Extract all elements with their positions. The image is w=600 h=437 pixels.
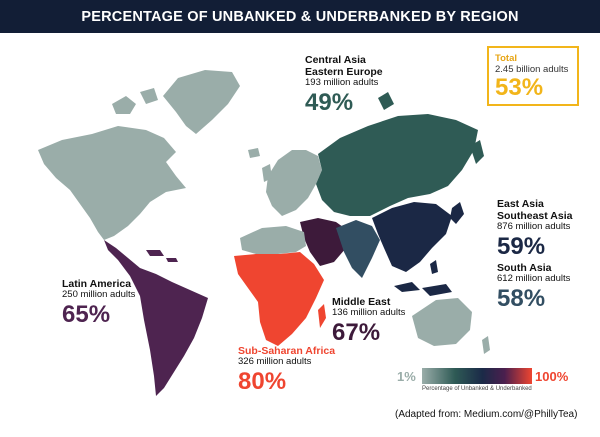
south-asia-label: South Asia 612 million adults 58% (497, 262, 570, 312)
sub-saharan-africa-percent: 80% (238, 367, 287, 395)
source-credit: (Adapted from: Medium.com/@PhillyTea) (395, 409, 578, 420)
madagascar-region (318, 304, 326, 328)
south-asia-adults: 612 million adults (497, 273, 571, 285)
east-asia-adults: 876 million adults (497, 221, 571, 233)
greenland-region (163, 70, 240, 134)
latin-america-adults: 250 million adults (62, 289, 136, 301)
north-africa-region (240, 226, 306, 254)
east-asia-label: East Asia Southeast Asia 876 million adu… (497, 198, 572, 260)
east-asia-name-line1: East Asia (497, 198, 544, 210)
north-america-region (38, 126, 186, 240)
middle-east-name: Middle East (332, 296, 391, 308)
central-asia-percent: 49% (305, 89, 354, 117)
legend-min-label: 1% (397, 369, 416, 384)
central-asia-adults: 193 million adults (305, 77, 379, 89)
total-label: Total (495, 53, 517, 64)
new-zealand-region (482, 336, 490, 354)
latin-america-percent: 65% (62, 300, 111, 328)
sub-saharan-africa-name: Sub-Saharan Africa (238, 345, 336, 357)
arctic-islands-region (112, 88, 158, 114)
latin-america-name: Latin America (62, 278, 132, 290)
europe-region (266, 150, 322, 216)
novaya-zemlya-region (378, 92, 394, 110)
kamchatka-region (470, 140, 484, 164)
middle-east-percent: 67% (332, 318, 381, 346)
latin-america-region (104, 240, 208, 396)
east-asia-name-line2: Southeast Asia (497, 210, 573, 223)
world-map (38, 70, 490, 396)
sub-saharan-africa-region (234, 252, 324, 346)
central-asia-label: Central Asia Eastern Europe 193 million … (305, 54, 383, 116)
south-asia-name: South Asia (497, 262, 552, 274)
legend-max-label: 100% (535, 369, 569, 384)
sub-saharan-africa-label: Sub-Saharan Africa 326 million adults 80… (238, 345, 335, 395)
japan-region (450, 202, 464, 224)
central-asia-name-line1: Central Asia (305, 54, 366, 66)
middle-east-adults: 136 million adults (332, 307, 406, 319)
east-asia-percent: 59% (497, 233, 546, 261)
total-adults: 2.45 billion adults (495, 64, 569, 75)
australia-region (412, 298, 472, 346)
total-box: Total 2.45 billion adults 53% (487, 46, 579, 106)
south-asia-percent: 58% (497, 284, 546, 312)
legend-caption: Percentage of Unbanked & Underbanked (422, 386, 532, 392)
caribbean-region (146, 250, 178, 262)
indonesia-region (394, 260, 452, 296)
south-asia-region (336, 220, 380, 278)
sub-saharan-africa-adults: 326 million adults (238, 356, 312, 368)
latin-america-label: Latin America 250 million adults 65% (62, 278, 135, 328)
middle-east-label: Middle East 136 million adults 67% (332, 296, 405, 346)
central-asia-name-line2: Eastern Europe (305, 66, 383, 79)
uk-region (248, 148, 272, 182)
total-percent: 53% (495, 74, 544, 101)
central-asia-eastern-europe-region (316, 114, 478, 216)
legend-gradient-bar (422, 368, 532, 384)
east-asia-southeast-asia-region (372, 202, 452, 272)
page-title: PERCENTAGE OF UNBANKED & UNDERBANKED BY … (0, 0, 600, 33)
